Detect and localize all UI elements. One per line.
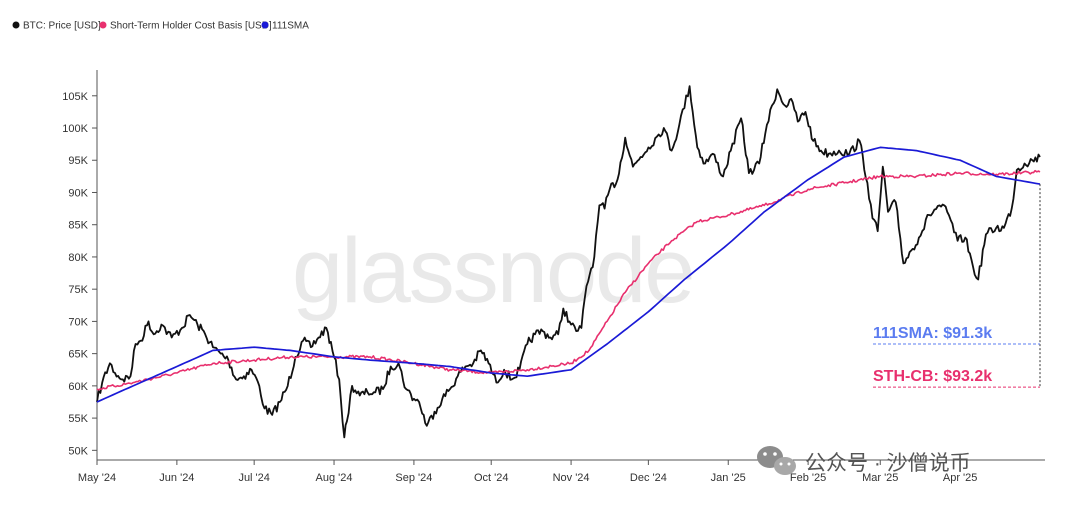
y-axis-ticks: 50K 55K 60K 65K 70K 75K 80K 85K 90K 95K 100K 105K <box>62 91 97 457</box>
series-line-sth <box>96 169 1041 391</box>
x-tick-label: Apr '25 <box>943 472 978 484</box>
annotation-layer: 111SMA: $91.3k STH-CB: $93.2k <box>873 184 1041 388</box>
y-tick-label: 75K <box>68 284 88 296</box>
y-tick-label: 105K <box>62 91 88 103</box>
y-tick-label: 70K <box>68 316 88 328</box>
y-tick-label: 85K <box>68 220 88 232</box>
x-tick-label: Oct '24 <box>474 472 509 484</box>
legend-marker-sma <box>261 21 269 29</box>
x-tick-label: Sep '24 <box>395 472 432 484</box>
legend-marker-price <box>12 21 20 29</box>
y-tick-label: 95K <box>68 155 88 167</box>
series-line-price <box>96 85 1041 439</box>
x-tick-label: Feb '25 <box>790 472 826 484</box>
x-tick-label: Dec '24 <box>630 472 667 484</box>
x-tick-label: Jun '24 <box>159 472 194 484</box>
x-tick-label: Mar '25 <box>862 472 898 484</box>
callout-label-sma: 111SMA: $91.3k <box>873 325 992 342</box>
x-tick-label: May '24 <box>78 472 116 484</box>
legend-label-price[interactable]: BTC: Price [USD] <box>23 21 101 32</box>
wechat-badge: 公众号 · 沙僧说币 <box>757 446 971 475</box>
x-tick-label: Jul '24 <box>238 472 269 484</box>
wechat-icon <box>757 446 796 475</box>
y-tick-label: 100K <box>62 123 88 135</box>
legend-marker-sth <box>99 21 107 29</box>
y-tick-label: 80K <box>68 252 88 264</box>
y-tick-label: 65K <box>68 349 88 361</box>
series-layer <box>96 85 1041 439</box>
y-tick-label: 90K <box>68 187 88 199</box>
wechat-account-text: 公众号 · 沙僧说币 <box>805 452 971 475</box>
x-tick-label: Nov '24 <box>553 472 590 484</box>
y-tick-label: 60K <box>68 381 88 393</box>
legend-label-sth[interactable]: Short-Term Holder Cost Basis [USD] <box>110 21 272 32</box>
callout-label-sth: STH-CB: $93.2k <box>873 368 992 385</box>
x-axis-ticks: May '24 Jun '24 Jul '24 Aug '24 Sep '24 Oct '… <box>78 460 977 484</box>
y-tick-label: 55K <box>68 413 88 425</box>
legend-label-sma[interactable]: 111SMA <box>272 21 309 32</box>
x-tick-label: Jan '25 <box>711 472 746 484</box>
x-tick-label: Aug '24 <box>316 472 353 484</box>
legend: BTC: Price [USD] Short-Term Holder Cost … <box>12 21 309 32</box>
watermark-text: glassnode <box>292 220 693 322</box>
series-line-sma <box>96 146 1041 403</box>
y-tick-label: 50K <box>68 445 88 457</box>
